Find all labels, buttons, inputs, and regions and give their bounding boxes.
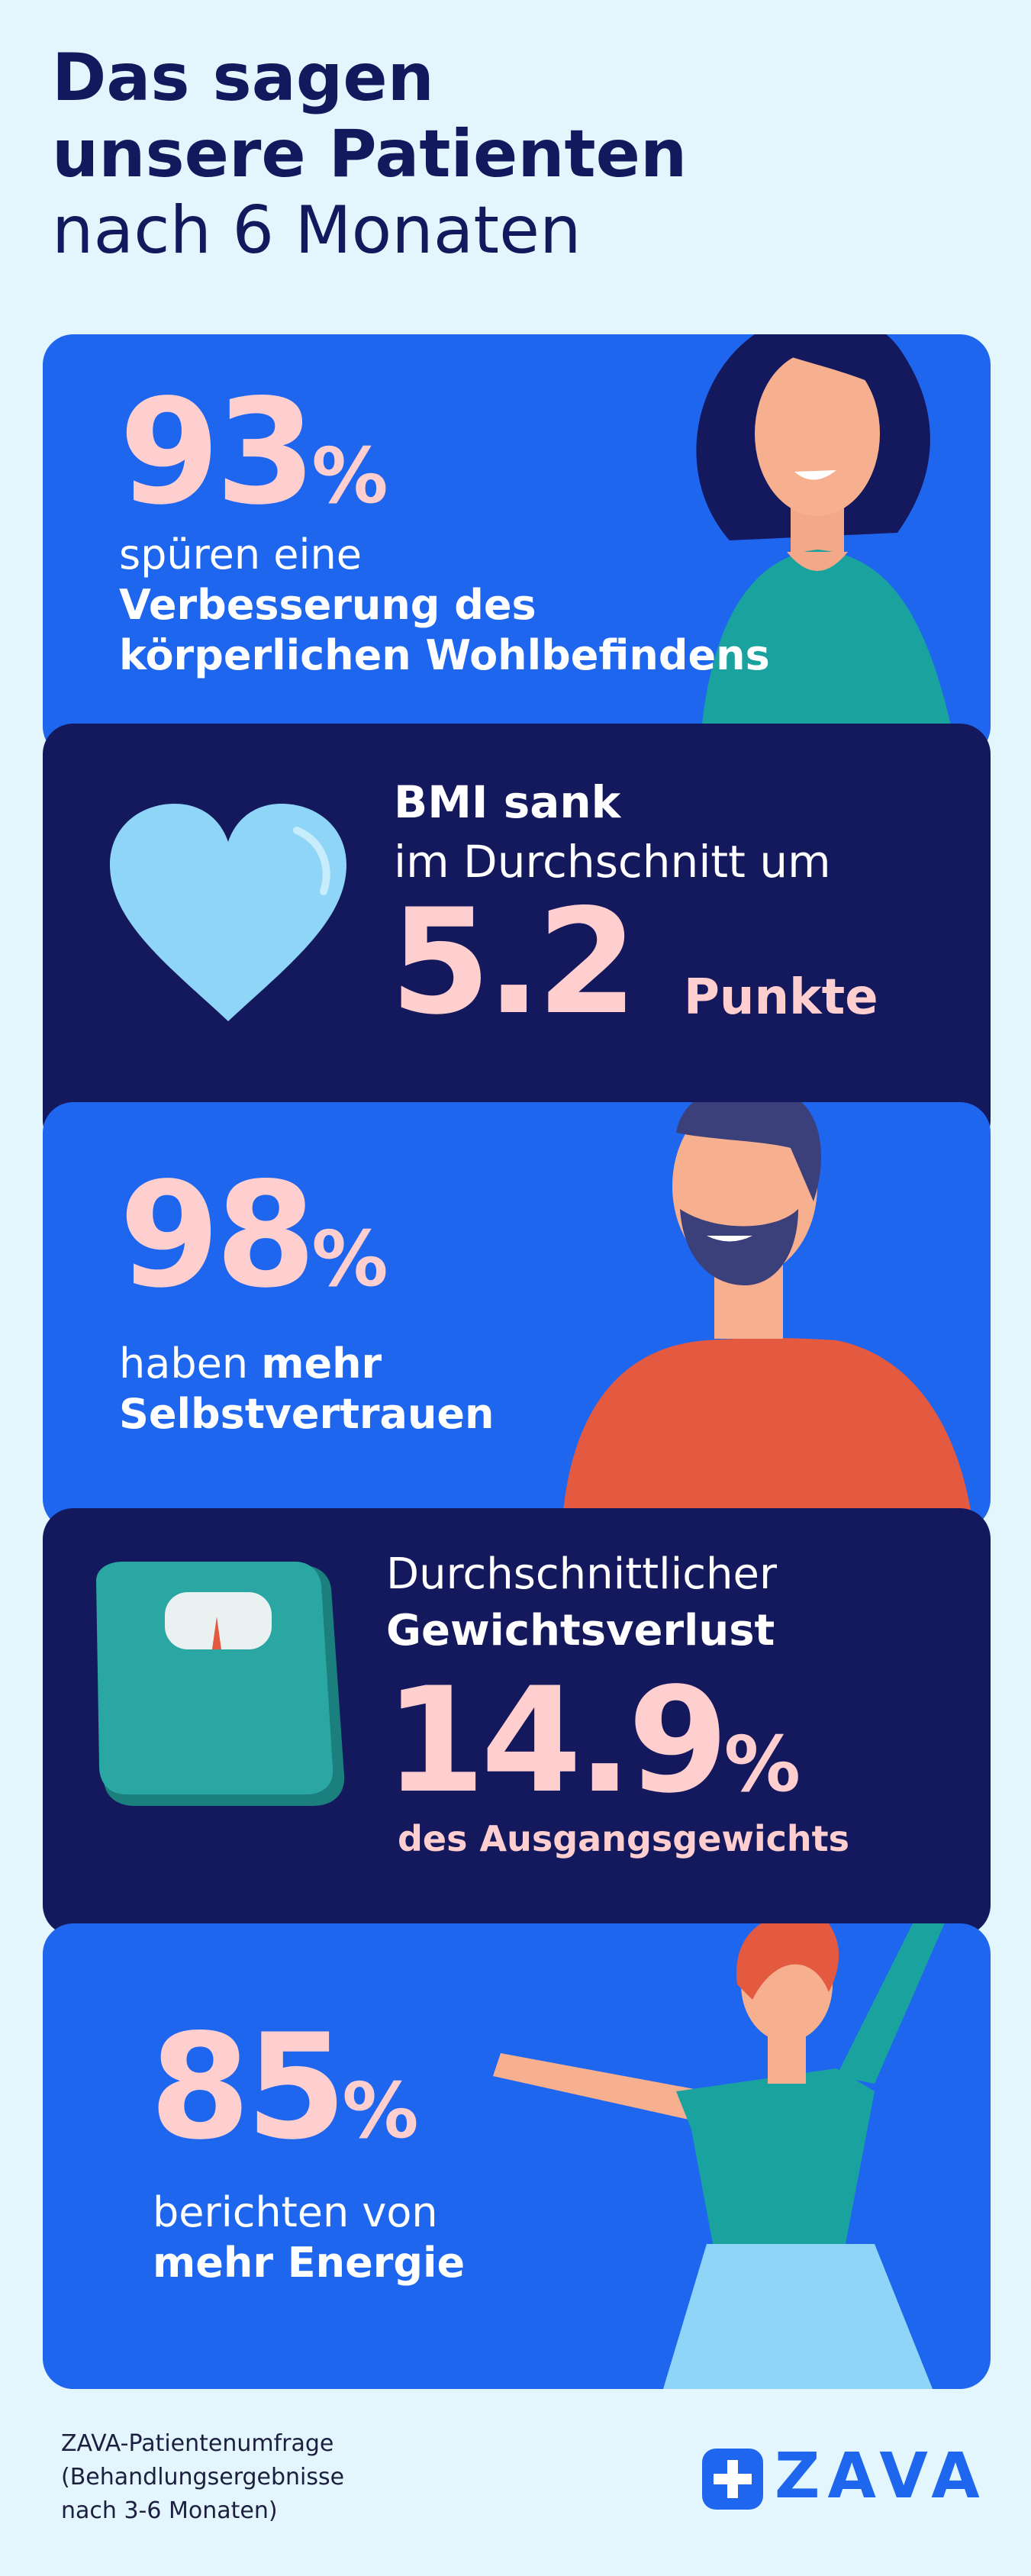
- stat3-text: haben: [119, 1340, 249, 1388]
- stat1-text: spüren eine: [119, 530, 362, 579]
- stat4-unit: %: [723, 1720, 801, 1809]
- stat3-unit: %: [311, 1214, 388, 1304]
- stat5-text: berichten von: [153, 2188, 438, 2236]
- title-line-3: nach 6 Monaten: [52, 192, 582, 269]
- logo-text: ZAVA: [775, 2440, 988, 2513]
- stat3-value: 98: [119, 1151, 316, 1320]
- stat3-bold-line2: Selbstvertrauen: [119, 1390, 495, 1438]
- stat-panel-confidence: 98% haben mehr Selbstvertrauen: [43, 1102, 991, 1530]
- heart-icon: [110, 804, 346, 1021]
- footer-line-2: (Behandlungsergebnisse: [61, 2464, 345, 2491]
- stat4-text: Durchschnittlicher: [386, 1549, 777, 1599]
- stat1-bold-line2: körperlichen Wohlbefindens: [119, 631, 770, 679]
- stat5-value: 85: [150, 2003, 346, 2171]
- woman-illustration: [696, 334, 958, 757]
- footer-line-1: ZAVA-Patientenumfrage: [61, 2430, 334, 2457]
- stat2-bold: BMI sank: [394, 776, 621, 828]
- stat5-unit: %: [342, 2066, 419, 2155]
- footer-line-3: nach 3-6 Monaten): [61, 2497, 278, 2524]
- stat5-bold: mehr Energie: [153, 2239, 466, 2287]
- stat3-bold-word: mehr: [261, 1340, 382, 1388]
- stat-panel-wellbeing: 93% spüren eine Verbesserung des körperl…: [43, 334, 991, 757]
- zava-logo[interactable]: ZAVA: [702, 2442, 992, 2519]
- stat4-sub: des Ausgangsgewichts: [398, 1818, 850, 1859]
- stat-panel-bmi: BMI sank im Durchschnitt um 5.2 Punkte: [43, 724, 991, 1151]
- dancing-woman-illustration: [493, 1923, 945, 2389]
- title-line-1: Das sagen: [52, 40, 434, 116]
- title-line-2: unsere Patienten: [52, 116, 688, 192]
- stat2-value: 5.2: [390, 878, 638, 1046]
- scale-icon: [96, 1562, 345, 1806]
- stat4-value: 14.9: [385, 1656, 729, 1825]
- man-illustration: [562, 1102, 974, 1530]
- stat-panel-weight: Durchschnittlicher Gewichtsverlust 14.9%…: [43, 1508, 991, 1936]
- stat2-text: im Durchschnitt um: [394, 836, 831, 888]
- stat1-unit: %: [311, 431, 388, 521]
- stat2-unit: Punkte: [684, 969, 878, 1026]
- stat1-value: 93: [119, 368, 316, 537]
- plus-cross-icon: [702, 2449, 763, 2510]
- stat1-bold-line1: Verbesserung des: [119, 581, 536, 629]
- stat-panel-energy: 85% berichten von mehr Energie: [43, 1923, 991, 2389]
- stat4-bold: Gewichtsverlust: [386, 1606, 775, 1656]
- footer-note: ZAVA-Patientenumfrage (Behandlungsergebn…: [61, 2427, 344, 2528]
- page-title: Das sagen unsere Patienten nach 6 Monate…: [52, 40, 687, 269]
